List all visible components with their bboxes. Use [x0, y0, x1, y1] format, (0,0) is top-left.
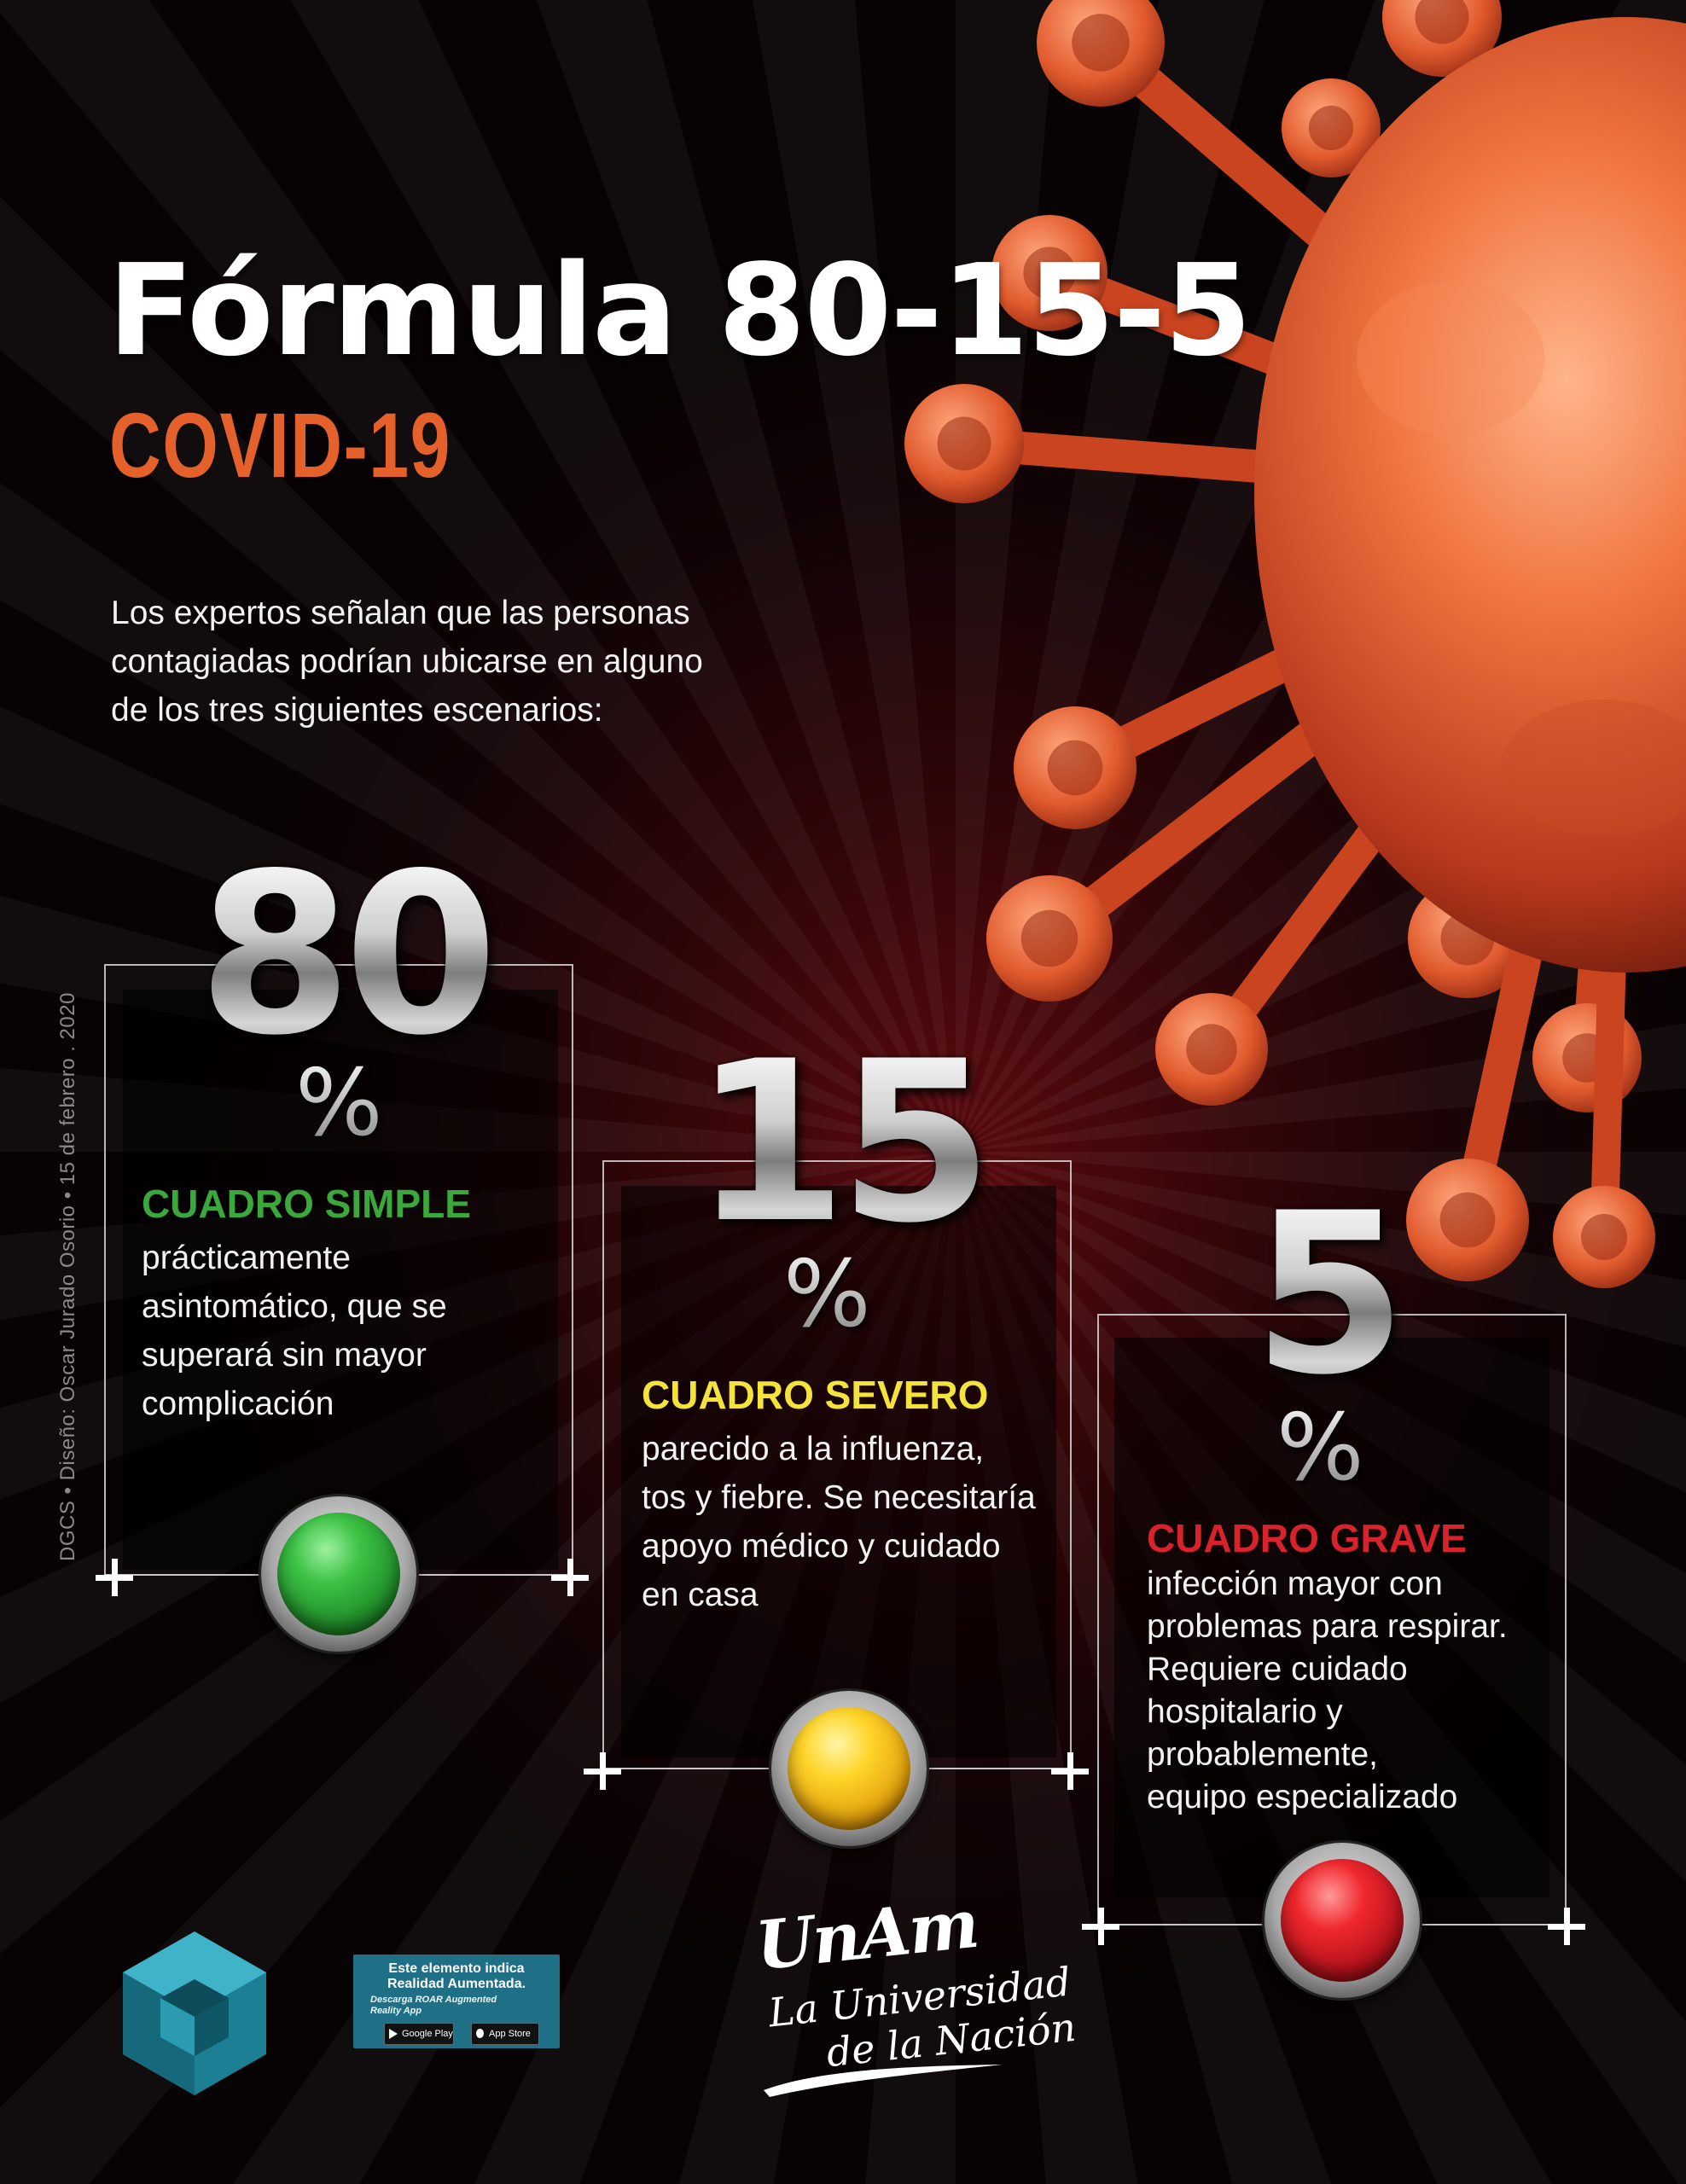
card-frame — [602, 1160, 1072, 1769]
ar-badge: Este elemento indica Realidad Aumentada.… — [353, 1955, 560, 2048]
card-frame — [104, 964, 573, 1575]
card-shade — [621, 1186, 1056, 1757]
background-ray — [752, 0, 956, 1152]
percent-symbol: % — [295, 1050, 383, 1157]
card-frame — [1097, 1314, 1567, 1925]
plus-icon — [1548, 1908, 1585, 1945]
plus-icon — [1082, 1908, 1119, 1945]
traffic-light-red — [1264, 1843, 1420, 1998]
percent-symbol: % — [783, 1241, 871, 1348]
ar-cube-logo-icon — [123, 1931, 266, 2095]
ar-badge-line1: Este elemento indica — [388, 1961, 525, 1976]
intro-text: Los expertos señalan que las personas co… — [111, 595, 703, 729]
background-ray — [0, 482, 956, 1152]
background-ray — [536, 0, 956, 1152]
traffic-light-yellow — [771, 1691, 927, 1846]
scenario-title: CUADRO SIMPLE — [142, 1182, 471, 1226]
card-shade — [1114, 1338, 1549, 1897]
scenario-description: parecido a la influenza, tos y fiebre. S… — [642, 1431, 1036, 1613]
background-ray — [0, 196, 956, 1152]
plus-icon — [551, 1559, 589, 1596]
credit-text: DGCS • Diseño: Oscar Jurado Osorio • 15 … — [56, 992, 79, 1561]
percent-number: 5 — [1253, 1166, 1407, 1424]
background-ray — [956, 1152, 1686, 1348]
background-ray — [0, 0, 956, 1152]
percent-number: 15 — [693, 1014, 993, 1272]
scenario-description: prácticamente asintomático, que se super… — [142, 1240, 447, 1422]
plus-icon — [96, 1559, 133, 1596]
plus-icon — [1051, 1752, 1089, 1790]
background-ray — [290, 0, 956, 1152]
scenario-title: CUADRO SEVERO — [642, 1373, 989, 1417]
app-store-button[interactable]: App Store — [471, 2023, 539, 2045]
card-shade — [123, 990, 558, 1570]
page-subtitle: COVID-19 — [109, 393, 452, 497]
ar-badge-line2: Realidad Aumentada. — [387, 1977, 526, 1991]
swoosh-icon — [764, 2065, 1003, 2097]
percent-number: 80 — [198, 827, 498, 1084]
plus-icon — [584, 1752, 621, 1790]
percent-symbol: % — [1276, 1395, 1364, 1502]
traffic-light-green — [261, 1496, 416, 1652]
scenario-description: infección mayor con problemas para respi… — [1147, 1565, 1508, 1815]
background-ray — [956, 0, 1264, 1152]
scenario-title: CUADRO GRAVE — [1147, 1516, 1467, 1560]
ar-badge-line3: Descarga ROAR Augmented Reality App — [370, 1995, 497, 2016]
page-title: Fórmula 80-15-5 — [108, 237, 1252, 384]
google-play-button[interactable]: Google Play — [384, 2023, 454, 2045]
background-ray — [0, 706, 956, 1152]
